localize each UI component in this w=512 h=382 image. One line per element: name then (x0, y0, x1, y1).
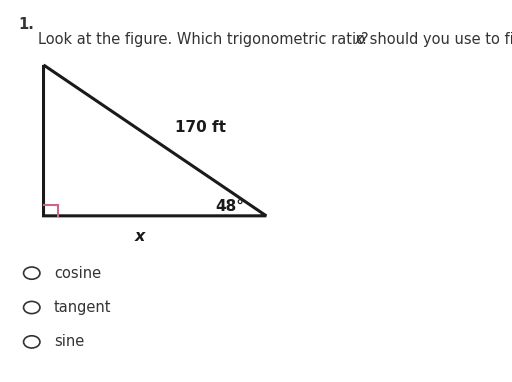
Text: x: x (355, 32, 364, 47)
Text: 170 ft: 170 ft (175, 120, 226, 134)
Text: ?: ? (361, 32, 369, 47)
Text: 48°: 48° (215, 199, 244, 214)
Text: Look at the figure. Which trigonometric ratio should you use to find: Look at the figure. Which trigonometric … (38, 32, 512, 47)
Text: tangent: tangent (54, 300, 111, 315)
Text: x: x (134, 229, 145, 244)
Text: 1.: 1. (18, 17, 34, 32)
Text: cosine: cosine (54, 265, 101, 281)
Text: sine: sine (54, 334, 84, 350)
